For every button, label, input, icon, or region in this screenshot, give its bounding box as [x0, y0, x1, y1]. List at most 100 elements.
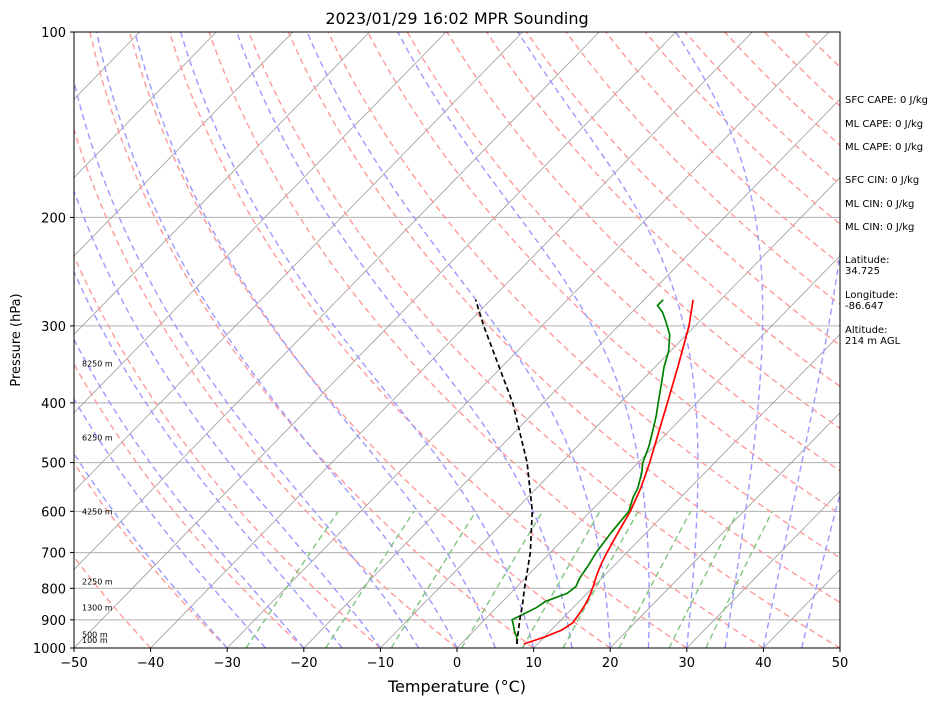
- moist-adiabat-line: [762, 248, 840, 648]
- isotherm-line: [74, 32, 370, 335]
- isotherm-line: [74, 32, 294, 257]
- dry-adiabat-line: [208, 32, 764, 648]
- isotherm-line: [686, 490, 840, 648]
- ml-cape-text: ML CAPE: 0 J/kg: [845, 119, 924, 130]
- x-tick-label: 20: [602, 656, 619, 671]
- x-tick-label: −20: [290, 656, 317, 671]
- y-tick-label: 300: [41, 320, 66, 335]
- axis-ticks: −50 −40 −30 −20 −10 0 10 20 30 40 50 100 200 300 400 50…: [33, 26, 848, 671]
- x-tick-label: 50: [832, 656, 849, 671]
- latitude-label: Latitude:: [845, 255, 890, 266]
- mixing-ratio-line: [618, 510, 692, 648]
- moist-adiabat-line: [397, 32, 650, 648]
- y-tick-label: 1000: [33, 642, 66, 657]
- altitude-value: 214 m AGL: [845, 336, 901, 347]
- height-label: 8250 m: [82, 359, 113, 368]
- x-tick-label: −40: [137, 656, 164, 671]
- latitude-value: 34.725: [845, 266, 880, 277]
- y-tick-label: 600: [41, 505, 66, 520]
- moist-adiabat-line: [74, 452, 228, 648]
- isotherm-line: [74, 32, 523, 492]
- y-tick-label: 900: [41, 614, 66, 629]
- height-label: 1300 m: [82, 604, 113, 613]
- dry-adiabat-line: [128, 32, 611, 648]
- dry-adiabat-line: [74, 461, 228, 648]
- moist-adiabat-line: [306, 32, 611, 648]
- y-tick-label: 800: [41, 582, 66, 597]
- isotherm-line: [380, 177, 840, 648]
- moist-adiabat-line: [180, 32, 535, 648]
- dry-adiabat-line: [406, 32, 840, 472]
- dry-adiabat-line: [327, 32, 840, 559]
- dry-adiabat-line: [74, 254, 381, 648]
- ml-cape-text: ML CAPE: 0 J/kg: [845, 142, 924, 153]
- y-tick-label: 400: [41, 397, 66, 412]
- y-axis-label: Pressure (hPa): [9, 293, 24, 386]
- sfc-cin-text: SFC CIN: 0 J/kg: [845, 175, 920, 186]
- height-label: 6250 m: [82, 433, 113, 442]
- height-label: 100 m: [82, 636, 108, 645]
- ml-cin-text: ML CIN: 0 J/kg: [845, 199, 915, 210]
- x-tick-label: −10: [367, 656, 394, 671]
- mixing-ratio-line: [461, 510, 544, 648]
- temperature-line: [523, 299, 694, 645]
- mixing-ratio-line: [245, 510, 339, 648]
- moist-adiabat-line: [801, 491, 840, 648]
- plot-frame: [73, 31, 841, 649]
- x-tick-label: −50: [60, 656, 87, 671]
- y-tick-label: 100: [41, 26, 66, 41]
- dry-adiabat-line: [74, 127, 458, 648]
- mixing-ratio-line: [562, 510, 639, 648]
- moist-adiabat-line: [74, 189, 381, 648]
- altitude-label: Altitude:: [845, 325, 888, 336]
- x-tick-label: 0: [453, 656, 461, 671]
- x-tick-label: −30: [213, 656, 240, 671]
- dry-adiabat-line: [74, 362, 305, 648]
- height-label: 2250 m: [82, 578, 113, 587]
- x-tick-label: 30: [679, 656, 696, 671]
- sfc-cape-text: SFC CAPE: 0 J/kg: [845, 95, 928, 106]
- isotherm-line: [74, 32, 600, 571]
- isotherm-line: [303, 98, 840, 648]
- moist-adiabat-line: [74, 78, 420, 648]
- y-tick-label: 700: [41, 547, 66, 562]
- dry-adiabat-line: [247, 32, 840, 648]
- isotherm-line: [226, 32, 830, 648]
- y-tick-label: 200: [41, 211, 66, 226]
- y-tick-label: 500: [41, 457, 66, 472]
- height-label: 4250 m: [82, 507, 113, 516]
- isotherm-line: [74, 32, 447, 414]
- background-lines: [74, 32, 840, 648]
- moist-adiabat-line: [517, 32, 699, 648]
- isotherm-line: [533, 333, 840, 648]
- mixing-ratio-line: [325, 510, 415, 648]
- dry-adiabat-line: [168, 32, 688, 648]
- moist-adiabat-line: [74, 397, 267, 648]
- parcel-line: [474, 299, 534, 645]
- dry-adiabat-line: [486, 32, 840, 388]
- isotherm-line: [150, 32, 753, 648]
- dry-adiabat-line: [367, 32, 840, 515]
- dewpoint-line: [511, 299, 671, 645]
- dry-adiabat-line: [287, 32, 840, 604]
- moist-adiabat-line: [134, 32, 496, 648]
- dry-adiabat-line: [446, 32, 840, 430]
- chart-title: 2023/01/29 16:02 MPR Sounding: [325, 9, 588, 28]
- dry-adiabat-line: [89, 32, 535, 648]
- mixing-ratio-line: [705, 510, 773, 648]
- isotherm-line: [74, 32, 217, 179]
- moist-adiabat-line: [675, 32, 764, 648]
- isotherm-line: [456, 255, 840, 648]
- mixing-ratio-line: [521, 510, 601, 648]
- x-tick-label: 10: [525, 656, 542, 671]
- x-axis-label: Temperature (°C): [387, 677, 526, 696]
- moist-adiabat-line: [236, 32, 573, 648]
- isotherm-line: [609, 412, 840, 648]
- mixing-ratio-line: [668, 510, 739, 648]
- height-label: 500 m: [82, 630, 108, 639]
- ml-cin-text: ML CIN: 0 J/kg: [845, 222, 915, 233]
- longitude-label: Longitude:: [845, 290, 899, 301]
- isotherm-line: [74, 32, 677, 648]
